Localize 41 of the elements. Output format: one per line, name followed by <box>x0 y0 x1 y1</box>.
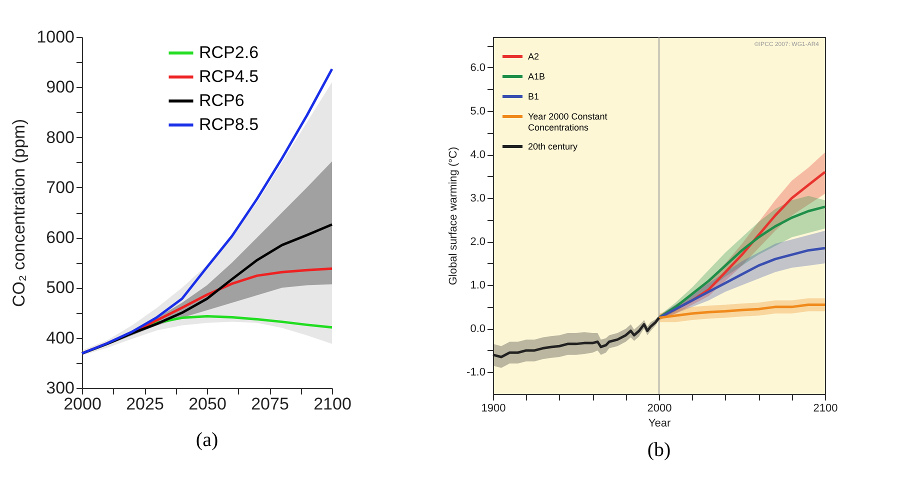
y-tick-label: 4.0 <box>470 149 486 162</box>
line-series <box>492 316 660 358</box>
legend-label: A1B <box>528 72 546 82</box>
x-tick-label: 2050 <box>188 394 226 414</box>
x-tick-label: 2100 <box>813 402 838 414</box>
x-tick-label: 2025 <box>126 394 164 414</box>
y-tick-label: -1.0 <box>466 366 486 379</box>
legend-label: RCP8.5 <box>199 115 259 134</box>
text: (b) <box>647 439 671 461</box>
line-series <box>658 304 826 320</box>
x-tick-label: 2100 <box>314 394 352 414</box>
y-tick-label: 900 <box>46 78 74 97</box>
y-tick-label: 5.0 <box>470 106 486 118</box>
y-tick-label: 3.0 <box>470 192 486 205</box>
x-axis-title: Year <box>648 418 671 430</box>
y-tick-label: 600 <box>46 228 74 248</box>
legend-label: Year 2000 Constant Concentrations <box>528 112 608 132</box>
y-tick-label: 0.0 <box>470 323 486 336</box>
legend-label: B1 <box>528 92 540 102</box>
legend-label: RCP2.6 <box>199 43 259 62</box>
y-tick-label: 700 <box>46 178 74 197</box>
x-tick-label: 2000 <box>64 394 102 414</box>
y-tick-label: 500 <box>46 278 74 298</box>
legend-label: RCP4.5 <box>199 67 259 86</box>
y-tick-label: 800 <box>46 128 74 147</box>
y-tick-label: 400 <box>46 328 74 348</box>
x-tick-label: 2000 <box>647 402 672 414</box>
legend-label: RCP6 <box>199 91 244 110</box>
legend-label: A2 <box>528 52 540 62</box>
y-tick-label: 1000 <box>36 28 74 46</box>
y-tick-label: 6.0 <box>470 62 486 74</box>
x-tick-label: 2075 <box>251 394 289 414</box>
text: (a) <box>196 429 218 451</box>
y-tick-label: 1.0 <box>470 280 486 292</box>
y-axis-title: Global surface warming (°C) <box>448 146 460 286</box>
y-tick-label: 2.0 <box>470 236 486 248</box>
y-tick-label: 300 <box>46 378 74 398</box>
y-axis-title: CO₂ concentration (ppm) <box>10 118 29 308</box>
legend-label: 20th century <box>528 142 578 152</box>
line-series <box>658 246 826 320</box>
x-tick-label: 1900 <box>481 402 506 414</box>
